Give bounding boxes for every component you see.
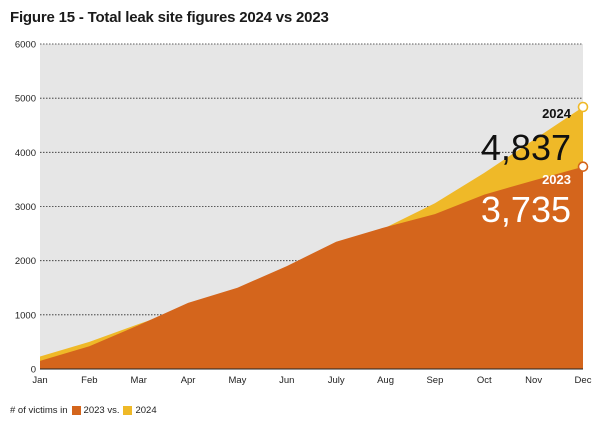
legend-label-2024: 2024: [135, 405, 157, 416]
y-tick-label-2000: 2000: [15, 256, 36, 267]
y-tick-label-3000: 3000: [15, 202, 36, 213]
x-tick-label-july: July: [328, 375, 345, 386]
annotation-2024-year: 2024: [542, 106, 572, 121]
x-tick-label-sep: Sep: [426, 375, 443, 386]
annotation-2023-year: 2023: [542, 172, 571, 187]
y-tick-label-0: 0: [31, 365, 36, 376]
x-tick-label-mar: Mar: [131, 375, 147, 386]
x-tick-label-jun: Jun: [279, 375, 294, 386]
legend-label-2023: 2023 vs.: [83, 405, 120, 416]
legend: # of victims in 2023 vs. 2024: [10, 405, 157, 416]
annotation-2023-value: 3,735: [481, 189, 571, 230]
legend-prefix: # of victims in: [10, 405, 68, 416]
series-areas: [40, 107, 583, 369]
y-tick-label-4000: 4000: [15, 148, 36, 159]
x-axis: Jan Feb Mar Apr May Jun July Aug Sep Oct Nov Dec: [32, 368, 592, 386]
y-tick-label-6000: 6000: [15, 40, 36, 51]
x-tick-label-feb: Feb: [81, 375, 97, 386]
y-axis: 0 1000 2000 3000 4000 5000 6000: [15, 40, 36, 376]
x-tick-label-nov: Nov: [525, 375, 542, 386]
x-tick-label-may: May: [228, 375, 246, 386]
chart-title: Figure 15 - Total leak site figures 2024…: [10, 9, 329, 26]
x-tick-label-aug: Aug: [377, 375, 394, 386]
area-series-2023: [40, 166, 583, 369]
y-tick-label-1000: 1000: [15, 310, 36, 321]
annotation-2024-value: 4,837: [481, 127, 571, 168]
x-tick-label-oct: Oct: [477, 375, 492, 386]
legend-swatch-2023: [71, 406, 81, 415]
end-marker-2024: [577, 101, 589, 113]
end-markers: [577, 101, 589, 172]
end-marker-2023: [577, 161, 589, 172]
x-tick-label-dec: Dec: [575, 375, 592, 386]
legend-swatch-2024: [123, 406, 133, 415]
annotations: 2024 4,837 2023 3,735: [481, 106, 572, 230]
y-tick-label-5000: 5000: [15, 94, 36, 105]
x-tick-label-jan: Jan: [32, 375, 47, 386]
x-tick-label-apr: Apr: [181, 375, 196, 386]
